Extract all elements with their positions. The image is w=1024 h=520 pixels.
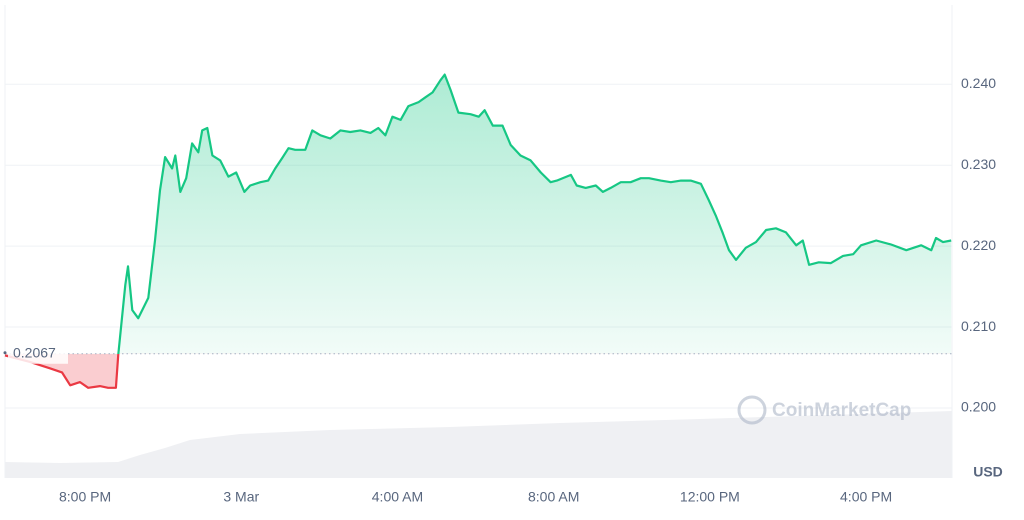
area-down [5,353,952,388]
y-tick-label: 0.200 [961,399,996,415]
y-tick-label: 0.230 [961,156,996,172]
x-tick-label: 3 Mar [223,489,259,505]
y-tick-label: 0.220 [961,237,996,253]
x-tick-label: 8:00 AM [528,489,579,505]
x-tick-label: 4:00 PM [840,489,892,505]
x-tick-label: 8:00 PM [59,489,111,505]
watermark: CoinMarketCap [737,395,911,425]
y-tick-label: 0.240 [961,75,996,91]
x-tick-label: 4:00 AM [372,489,423,505]
currency-label: USD [973,464,1003,480]
price-line [4,73,952,389]
baseline-label: 0.2067 [13,344,56,360]
y-tick-label: 0.210 [961,318,996,334]
volume-area [5,411,952,478]
baseline-label-bg [8,343,68,364]
x-tick-label: 12:00 PM [680,489,740,505]
baseline-dot [3,351,7,355]
area-up [118,74,952,354]
watermark-text: CoinMarketCap [772,400,911,421]
